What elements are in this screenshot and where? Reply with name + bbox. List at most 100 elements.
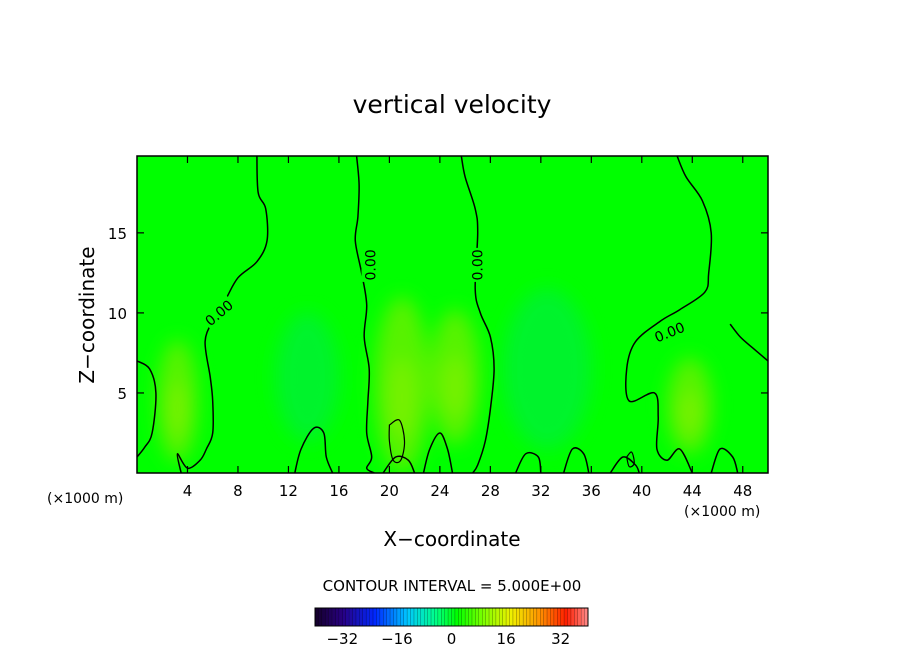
- colorbar-bin: [502, 608, 507, 626]
- x-tick-label: 36: [582, 482, 601, 500]
- colorbar-bin: [547, 608, 551, 626]
- zero-contour-line-8: [422, 432, 454, 473]
- colorbar-bin: [345, 608, 350, 626]
- zero-contour-line-5: [137, 360, 157, 458]
- zero-contour-line-4: [729, 323, 768, 362]
- colorbar-bin: [536, 608, 541, 626]
- x-tick-label: 4: [183, 482, 193, 500]
- x-tick-label: 32: [531, 482, 550, 500]
- colorbar-tick-labels: −32 −16 0 16 32: [326, 630, 570, 648]
- colorbar-bin: [383, 608, 387, 626]
- colorbar-bin: [512, 608, 517, 626]
- colorbar-bin: [349, 608, 353, 626]
- colorbar-bin: [417, 608, 422, 626]
- colorbar-bin: [321, 608, 326, 626]
- anomaly-core-0: [167, 382, 188, 438]
- zero-contour-line-2: [460, 156, 495, 473]
- colorbar-bin: [328, 608, 333, 626]
- contour-layer: [137, 156, 768, 473]
- x-tick-label: 44: [683, 482, 702, 500]
- x-unit-label-right: (×1000 m): [684, 504, 760, 520]
- y-axis-ticks: 5 10 15: [108, 225, 768, 403]
- colorbar-bin: [427, 608, 432, 626]
- colorbar-bin: [458, 608, 463, 626]
- zero-contour-line-0: [176, 156, 269, 473]
- colorbar-bin: [560, 608, 565, 626]
- colorbar-bin: [471, 608, 476, 626]
- anomaly-layer: [157, 288, 713, 473]
- x-axis-title: X−coordinate: [383, 527, 520, 551]
- colorbar-bin: [420, 608, 425, 626]
- x-tick-label: 48: [733, 482, 752, 500]
- colorbar-bin: [570, 608, 575, 626]
- colorbar-bin: [550, 608, 555, 626]
- x-tick-label: 20: [380, 482, 399, 500]
- colorbar-bin: [475, 608, 480, 626]
- colorbar-bin: [567, 608, 572, 626]
- colorbar-tick-label: −32: [326, 630, 358, 648]
- colorbar-bin: [482, 608, 486, 626]
- contour-label-text: 0.00: [471, 249, 487, 280]
- colorbar-tick-label: −16: [381, 630, 413, 648]
- colorbar-bin: [448, 608, 452, 626]
- colorbar-bin: [407, 608, 411, 626]
- contour-label-2: 0.00: [468, 247, 487, 282]
- colorbar-bin: [441, 608, 445, 626]
- colorbar-bin: [437, 608, 442, 626]
- x-axis-ticks: 4 8 12 16 20 24 28 32 36 40 44 48: [183, 156, 752, 500]
- closed-contour-1: [626, 451, 635, 468]
- zero-contour-line-9: [514, 451, 542, 473]
- colorbar-bin: [335, 608, 340, 626]
- colorbar-bin: [489, 608, 493, 626]
- colorbar-bin: [362, 608, 367, 626]
- colorbar-bin: [444, 608, 449, 626]
- colorbar-bin: [393, 608, 398, 626]
- zero-contour-line-3: [625, 156, 713, 473]
- colorbar-bin: [465, 608, 469, 626]
- contour-label-layer: 0.000.00 0.000.00: [200, 247, 688, 346]
- zero-contour-line-1: [354, 156, 375, 473]
- colorbar-bin: [396, 608, 401, 626]
- colorbar-frame: [314, 607, 589, 627]
- colorbar-bin: [338, 608, 343, 626]
- closed-contour-0: [388, 418, 406, 464]
- colorbar-bin: [495, 608, 500, 626]
- colorbar-bin: [403, 608, 408, 626]
- colorbar-bin: [540, 608, 544, 626]
- colorbar-bin: [369, 608, 374, 626]
- colorbar-bin: [526, 608, 531, 626]
- colorbar-bin: [318, 608, 323, 626]
- contour-label-1: 0.00: [361, 247, 380, 282]
- colorbar-bin: [529, 608, 534, 626]
- plot-frame: [136, 155, 769, 474]
- colorbar-bin: [543, 608, 548, 626]
- zero-contour-line-6: [294, 426, 334, 473]
- colorbar-bin: [315, 608, 319, 626]
- colorbar-bin: [584, 608, 589, 626]
- x-tick-label: 40: [632, 482, 651, 500]
- colorbar-bin: [366, 608, 370, 626]
- colorbar-bin: [355, 608, 360, 626]
- colorbar-bin: [519, 608, 524, 626]
- y-tick-label: 10: [108, 305, 127, 323]
- y-tick-label: 15: [108, 225, 127, 243]
- colorbar-tick-label: 32: [551, 630, 570, 648]
- x-unit-label-left: (×1000 m): [47, 491, 123, 507]
- colorbar-bin: [373, 608, 377, 626]
- colorbar-bin: [557, 608, 561, 626]
- x-tick-label: 28: [481, 482, 500, 500]
- colorbar-bin: [342, 608, 347, 626]
- colorbar-bin: [390, 608, 394, 626]
- contour-label-text: 0.00: [364, 249, 380, 280]
- colorbar-bin: [386, 608, 391, 626]
- colorbar-bin: [434, 608, 439, 626]
- colorbar-bin: [468, 608, 473, 626]
- colorbar: [314, 607, 589, 627]
- colorbar-tick-label: 0: [447, 630, 457, 648]
- anomaly-core-1: [388, 358, 416, 438]
- colorbar-bin: [492, 608, 497, 626]
- colorbar-bin: [533, 608, 538, 626]
- zero-contour-line-10: [562, 447, 590, 473]
- x-tick-label: 12: [279, 482, 298, 500]
